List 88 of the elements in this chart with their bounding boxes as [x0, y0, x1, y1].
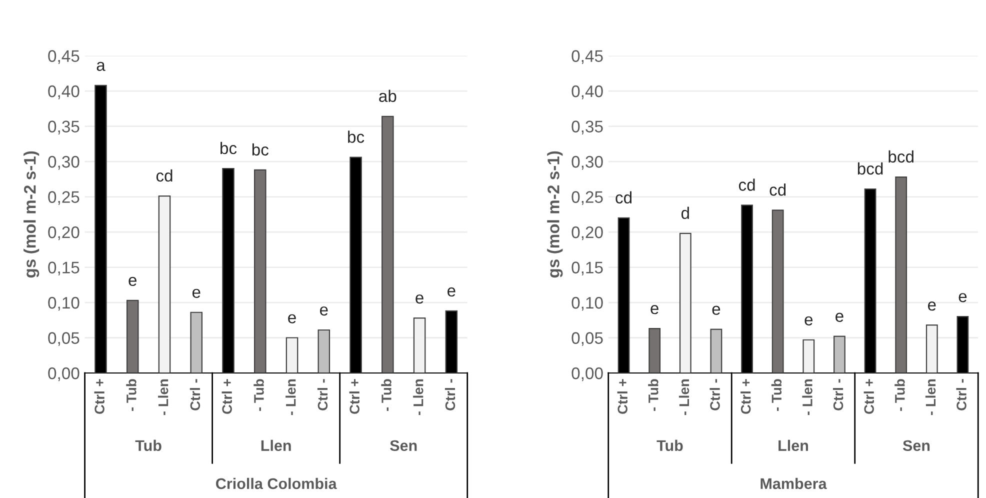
y-tick-label: 0,15 — [572, 262, 603, 276]
y-tick-label: 0,40 — [48, 85, 80, 100]
x-tick-label: Ctrl - — [710, 379, 720, 410]
x-tick-label: - Tub — [254, 379, 264, 411]
bar — [318, 329, 330, 373]
data-label: bcd — [888, 150, 914, 163]
x-tick-label: Ctrl - — [956, 379, 966, 410]
x-tick-label: - Tub — [894, 379, 905, 411]
x-tick-label: - Llen — [286, 379, 296, 416]
y-tick-label: 0,10 — [48, 296, 80, 311]
data-label: bc — [220, 142, 237, 154]
data-label: e — [288, 314, 296, 324]
x-tick-label: Ctrl - — [317, 379, 328, 410]
y-tick-label: 0,05 — [48, 332, 80, 346]
y-axis-title: gs (mol m-2 s-1) — [547, 151, 563, 278]
data-label: e — [416, 294, 424, 304]
data-label: cd — [738, 178, 755, 191]
bar — [834, 336, 846, 373]
text: Sen — [902, 440, 930, 452]
bar — [772, 210, 784, 373]
y-tick-label: 0,40 — [572, 85, 603, 100]
x-tick-label: - Llen — [925, 379, 936, 416]
x-tick-label: Ctrl + — [740, 379, 751, 414]
bar — [126, 300, 139, 373]
x-tick-label: - Llen — [678, 379, 690, 416]
data-label: e — [804, 316, 813, 326]
x-tick-label: Ctrl + — [349, 379, 360, 414]
bar — [382, 116, 394, 373]
bar — [895, 176, 908, 373]
data-label: e — [928, 302, 936, 311]
y-tick-label: 0,00 — [572, 367, 603, 382]
data-label: cd — [616, 191, 632, 204]
y-tick-label: 0,35 — [572, 120, 603, 134]
data-label: e — [650, 305, 658, 314]
x-tick-label: Ctrl + — [222, 379, 232, 414]
data-label: e — [320, 306, 328, 316]
data-label: bc — [252, 143, 268, 156]
y-tick-label: 0,30 — [48, 156, 80, 170]
x-tick-label: Ctrl + — [94, 379, 104, 414]
y-tick-label: 0,45 — [48, 50, 80, 64]
x-tick-label: Ctrl + — [864, 379, 874, 414]
y-tick-label: 0,45 — [572, 50, 603, 64]
x-tick-label: Ctrl - — [190, 379, 200, 410]
text: Sen — [390, 440, 417, 452]
bar — [648, 328, 661, 373]
text: Llen — [261, 440, 291, 452]
data-label: bc — [348, 130, 364, 143]
y-tick-label: 0,00 — [48, 367, 80, 382]
y-tick-label: 0,20 — [572, 226, 603, 240]
x-tick-label: Ctrl - — [832, 379, 844, 410]
x-tick-label: - Llen — [413, 379, 424, 416]
data-label: e — [192, 288, 200, 298]
y-tick-label: 0,05 — [572, 332, 603, 346]
y-tick-label: 0,25 — [572, 191, 603, 205]
x-axis-title: Mambera — [760, 478, 827, 490]
data-label: e — [712, 306, 720, 315]
y-tick-label: 0,15 — [48, 262, 80, 276]
text: Llen — [778, 440, 808, 452]
bar — [190, 312, 203, 373]
x-tick-label: - Llen — [158, 379, 168, 416]
y-axis-title: gs (mol m-2 s-1) — [24, 151, 40, 278]
x-tick-label: - Tub — [648, 379, 658, 411]
y-tick-label: 0,25 — [48, 191, 80, 205]
data-label: e — [836, 312, 844, 322]
bar — [254, 169, 266, 373]
text: Tub — [135, 440, 162, 452]
data-label: cd — [156, 169, 172, 182]
x-tick-label: - Tub — [381, 379, 392, 411]
y-tick-label: 0,20 — [48, 226, 80, 240]
y-tick-label: 0,30 — [572, 156, 603, 170]
x-tick-label: - Tub — [126, 379, 136, 411]
data-label: cd — [770, 184, 786, 196]
x-tick-label: - Llen — [802, 379, 812, 416]
x-tick-label: Ctrl + — [617, 379, 628, 414]
data-label: a — [96, 62, 106, 71]
data-label: e — [448, 287, 456, 297]
y-tick-label: 0,10 — [572, 296, 603, 311]
x-tick-label: Ctrl - — [444, 379, 456, 410]
data-label: e — [128, 276, 137, 286]
y-tick-label: 0,35 — [48, 120, 80, 134]
bar — [710, 328, 722, 373]
data-label: d — [681, 206, 689, 220]
x-tick-label: - Tub — [771, 379, 782, 411]
data-label: e — [958, 293, 967, 302]
data-label: bcd — [858, 162, 883, 175]
data-label: ab — [379, 90, 396, 102]
text: Tub — [656, 440, 683, 452]
x-axis-title: Criolla Colombia — [216, 478, 337, 490]
